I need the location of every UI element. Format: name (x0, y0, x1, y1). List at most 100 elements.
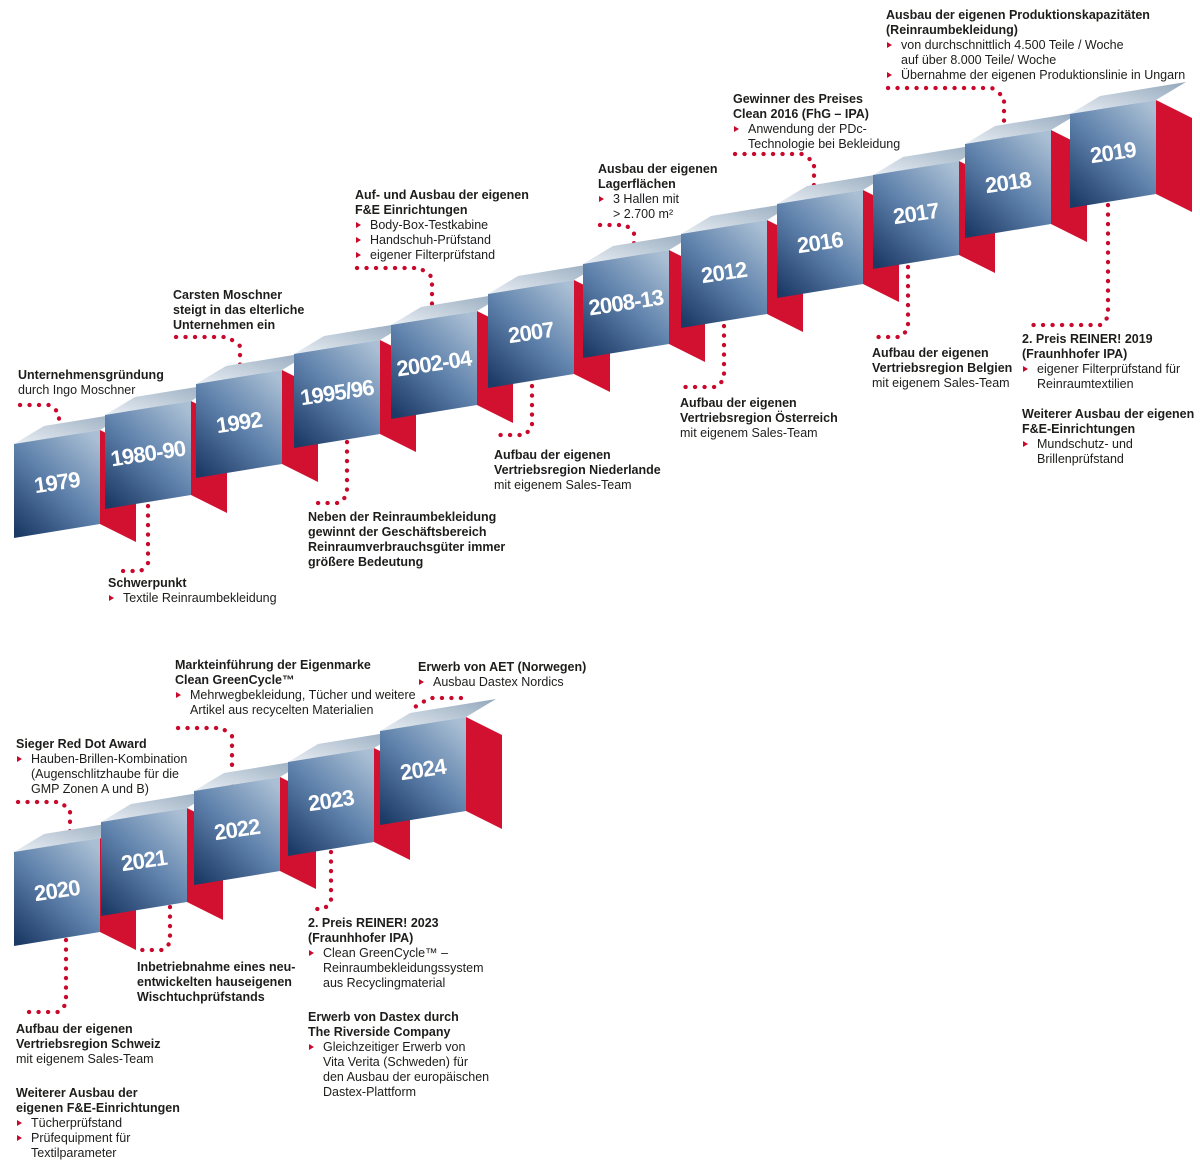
note-oesterreich: Aufbau der eigenen Vertriebsregion Öster… (680, 396, 838, 441)
note-bullet-line: Anwendung der PDc- (733, 122, 900, 137)
note-title-line: Erwerb von AET (Norwegen) (418, 660, 587, 674)
cube-graphic (583, 232, 705, 362)
note-title-line: Wischtuchprüfstands (137, 990, 265, 1004)
note-weiterer-ausbau-2020: Weiterer Ausbau der eigenen F&E-Einricht… (16, 1086, 180, 1161)
note-text-line: GMP Zonen A und B) (31, 782, 149, 796)
note-bullet-line: Hauben-Brillen-Kombination (16, 752, 187, 767)
note-text-line: Brillenprüfstand (1037, 452, 1124, 466)
note-bullet-line: Prüfequipment für (16, 1131, 180, 1146)
note-title-line: Ausbau der eigenen (598, 162, 718, 176)
note-bullet-line: Übernahme der eigenen Produktionslinie i… (886, 68, 1185, 83)
leader-neben (308, 439, 350, 506)
note-title-line: Aufbau der eigenen (16, 1022, 133, 1036)
leader-produktion (885, 85, 1007, 143)
note-title-line: Weiterer Ausbau der eigenen (1022, 407, 1195, 421)
note-schwerpunkt: Schwerpunkt Textile Reinraumbekleidung (108, 576, 277, 606)
note-lagerflaechen: Ausbau der eigenen Lagerflächen 3 Hallen… (598, 162, 717, 222)
note-text-line: mit eigenem Sales-Team (16, 1052, 154, 1066)
note-title-line: Inbetriebnahme eines neu- (137, 960, 296, 974)
note-title-line: 2. Preis REINER! 2019 (1022, 332, 1153, 346)
note-text-line: Reinraumtextilien (1037, 377, 1134, 391)
note-bullet-line: Mehrwegbekleidung, Tücher und weitere (175, 688, 416, 703)
leader-clean2016 (732, 151, 817, 199)
note-title-line: Weiterer Ausbau der (16, 1086, 138, 1100)
note-bullet-line: von durchschnittlich 4.500 Teile / Woche (886, 38, 1185, 53)
note-text-line: Technologie bei Bekleidung (748, 137, 901, 151)
note-bullet-line: eigener Filterprüfstand (355, 248, 529, 263)
leader-reiner2023 (305, 849, 334, 912)
note-text-line: Textilparameter (31, 1146, 117, 1160)
note-reiner-2019: 2. Preis REINER! 2019 (Fraunhhofer IPA) … (1022, 332, 1180, 392)
leader-founding (17, 402, 62, 433)
note-title-line: (Reinraumbekleidung) (886, 23, 1018, 37)
note-text-line: den Ausbau der europäischen (323, 1070, 490, 1084)
note-title-line: Gewinner des Preises (733, 92, 863, 106)
note-text-line: Dastex-Plattform (323, 1085, 417, 1099)
note-title-line: (Fraunhhofer IPA) (308, 931, 414, 945)
note-title-line: Markteinführung der Eigenmarke (175, 658, 371, 672)
note-text-line: auf über 8.000 Teile/ Woche (901, 53, 1057, 67)
note-red-dot-award: Sieger Red Dot Award Hauben-Brillen-Komb… (16, 737, 187, 797)
note-text-line: Vita Verita (Schweden) für (323, 1055, 468, 1069)
note-title-line: Auf- und Ausbau der eigenen (355, 188, 529, 202)
note-title-line: Erwerb von Dastex durch (308, 1010, 459, 1024)
leader-schwerpunkt (111, 503, 151, 574)
note-title-line: Unternehmen ein (173, 318, 276, 332)
note-title-line: steigt in das elterliche (173, 303, 305, 317)
note-title-line: Vertriebsregion Niederlande (494, 463, 661, 477)
note-title-line: Ausbau der eigenen Produktionskapazitäte… (886, 8, 1150, 22)
note-title-line: Schwerpunkt (108, 576, 187, 590)
milestone-cube-2019: 2019 (1062, 78, 1200, 216)
leader-reiner2019 (1024, 202, 1111, 328)
leader-reddot (15, 799, 73, 845)
milestone-cube-2008-13: 2008-13 (575, 228, 727, 366)
note-aet: Erwerb von AET (Norwegen) Ausbau Dastex … (418, 660, 586, 690)
note-schweiz: Aufbau der eigenen Vertriebsregion Schwe… (16, 1022, 161, 1067)
note-title-line: F&E-Einrichtungen (1022, 422, 1136, 436)
note-title-line: (Fraunhhofer IPA) (1022, 347, 1128, 361)
note-title-line: Carsten Moschner (173, 288, 283, 302)
note-text-line: mit eigenem Sales-Team (680, 426, 818, 440)
note-bullet-line: Mundschutz- und (1022, 437, 1194, 452)
note-text-line: > 2.700 m² (613, 207, 674, 221)
note-title-line: größere Bedeutung (308, 555, 424, 569)
cube-graphic (1070, 82, 1192, 212)
note-text-line: (Augenschlitzhaube für die (31, 767, 180, 781)
note-greencycle: Markteinführung der Eigenmarke Clean Gre… (175, 658, 416, 718)
note-title-line: Neben der Reinraumbekleidung (308, 510, 497, 524)
note-title-line: eigenen F&E-Einrichtungen (16, 1101, 180, 1115)
note-text-line: Reinraumbekleidungssystem (323, 961, 484, 975)
note-title-line: gewinnt der Geschäftsbereich (308, 525, 487, 539)
note-title-line: Lagerflächen (598, 177, 676, 191)
note-text-line: aus Recyclingmaterial (323, 976, 446, 990)
leader-oesterreich (679, 323, 727, 390)
note-bullet-line: Textile Reinraumbekleidung (108, 591, 277, 606)
note-wischtuchpruefstand: Inbetriebnahme eines neu- entwickelten h… (137, 960, 295, 1005)
note-title-line: Clean GreenCycle™ (175, 673, 295, 687)
note-title-line: The Riverside Company (308, 1025, 451, 1039)
note-title-line: Unternehmensgründung (18, 368, 164, 382)
note-title-line: F&E Einrichtungen (355, 203, 468, 217)
note-neben: Neben der Reinraumbekleidung gewinnt der… (308, 510, 505, 570)
note-clean-2016: Gewinner des Preises Clean 2016 (FhG – I… (733, 92, 900, 152)
note-title-line: Aufbau der eigenen (680, 396, 797, 410)
note-title-line: Aufbau der eigenen (494, 448, 611, 462)
note-bullet-line: Tücherprüfstand (16, 1116, 180, 1131)
note-bullet-line: Gleichzeitiger Erwerb von (308, 1040, 489, 1055)
leader-belgien (871, 264, 911, 340)
note-bullet-line: Body-Box-Testkabine (355, 218, 529, 233)
note-bullet-line: Clean GreenCycle™ – (308, 946, 484, 961)
note-text-line: durch Ingo Moschner (18, 383, 136, 397)
leader-niederlande (495, 383, 535, 438)
note-bullet-line: 3 Hallen mit (598, 192, 717, 207)
note-belgien: Aufbau der eigenen Vertriebsregion Belgi… (872, 346, 1012, 391)
note-weiterer-ausbau-2019: Weiterer Ausbau der eigenen F&E-Einricht… (1022, 407, 1194, 467)
note-riverside: Erwerb von Dastex durch The Riverside Co… (308, 1010, 489, 1100)
cube-graphic (380, 699, 502, 829)
note-title-line: entwickelten hauseigenen (137, 975, 292, 989)
note-text-line: mit eigenem Sales-Team (872, 376, 1010, 390)
note-bullet-line: eigener Filterprüfstand für (1022, 362, 1180, 377)
cube-graphic (681, 202, 803, 332)
